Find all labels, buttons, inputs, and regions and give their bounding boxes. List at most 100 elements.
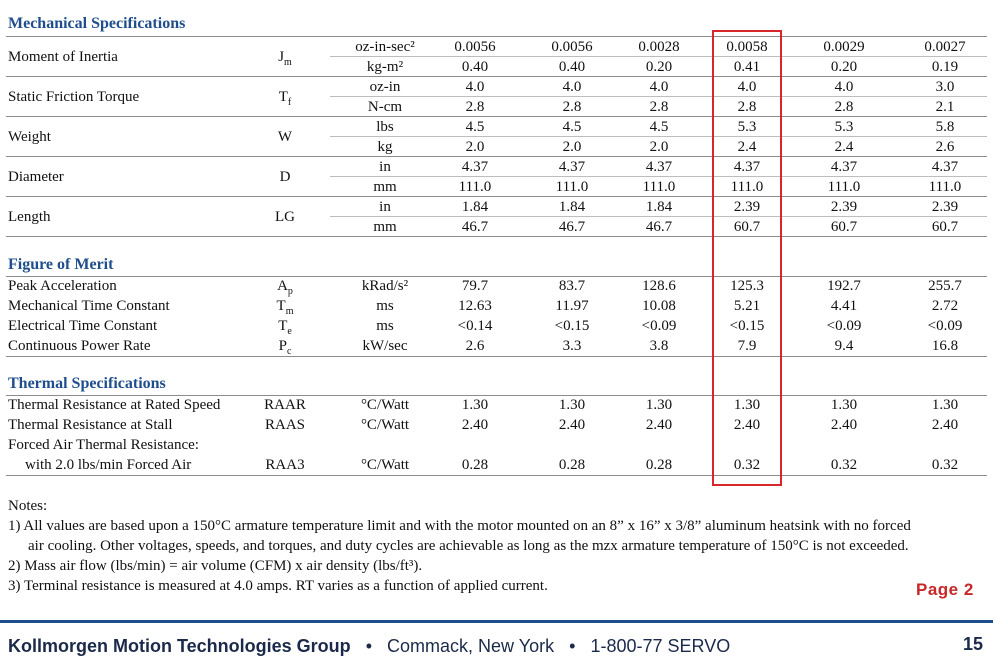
- symbol-letter: W: [277, 129, 293, 145]
- value-cell: 16.8: [931, 338, 959, 354]
- value-cell: 0.40: [461, 59, 489, 75]
- unit-label: oz-in-sec²: [355, 39, 415, 55]
- value-cell: 4.5: [562, 119, 582, 135]
- symbol-letter: T: [278, 318, 288, 334]
- symbol: RAAS: [264, 417, 305, 433]
- row-divider: [6, 156, 987, 157]
- spec-label: Thermal Resistance at Rated Speed: [8, 397, 221, 413]
- value-cell: 4.41: [830, 298, 858, 314]
- value-cell: 0.0058: [726, 39, 768, 55]
- symbol-letter: LG: [275, 209, 295, 225]
- unit-label: in: [379, 159, 391, 175]
- value-cell: 3.0: [935, 79, 955, 95]
- value-cell: 2.6: [935, 139, 955, 155]
- value-cell: 0.32: [830, 457, 858, 473]
- spec-label: with 2.0 lbs/min Forced Air: [25, 457, 192, 473]
- symbol: Pc: [250, 336, 320, 357]
- value-cell: 192.7: [827, 278, 861, 294]
- value-cell: 4.0: [649, 79, 669, 95]
- value-cell: 2.39: [733, 199, 761, 215]
- value-cell: 46.7: [461, 219, 489, 235]
- unit-label: ms: [376, 298, 394, 314]
- divider: [6, 236, 987, 237]
- mechanical-specs-title: Mechanical Specifications: [8, 15, 186, 32]
- sub-row-divider: [330, 96, 987, 97]
- symbol: W: [250, 127, 320, 147]
- value-cell: 2.8: [465, 99, 485, 115]
- unit-label: N-cm: [367, 99, 403, 115]
- value-cell: 4.0: [465, 79, 485, 95]
- value-cell: 2.8: [649, 99, 669, 115]
- value-cell: 10.08: [642, 298, 676, 314]
- value-cell: 0.0056: [551, 39, 593, 55]
- spec-label: Static Friction Torque: [8, 89, 140, 105]
- figure-of-merit-title: Figure of Merit: [8, 256, 114, 273]
- divider: [6, 356, 987, 357]
- value-cell: 5.3: [834, 119, 854, 135]
- value-cell: 4.5: [649, 119, 669, 135]
- unit-label: kW/sec: [362, 338, 408, 354]
- sub-row-divider: [330, 216, 987, 217]
- thermal-row: Thermal Resistance at Stall RAAS °C/Watt 2.…: [0, 415, 993, 435]
- symbol: D: [250, 167, 320, 187]
- value-cell: 111.0: [555, 179, 589, 195]
- value-cell: 111.0: [642, 179, 676, 195]
- value-cell: 5.8: [935, 119, 955, 135]
- sub-row-divider: [330, 56, 987, 57]
- value-cell: 2.40: [931, 417, 959, 433]
- unit-label: °C/Watt: [360, 457, 410, 473]
- value-cell: 0.20: [645, 59, 673, 75]
- value-cell: 128.6: [642, 278, 676, 294]
- value-cell: 46.7: [558, 219, 586, 235]
- value-cell: 4.5: [465, 119, 485, 135]
- value-cell: 4.0: [562, 79, 582, 95]
- unit-label: °C/Watt: [360, 417, 410, 433]
- value-cell: 0.19: [931, 59, 959, 75]
- value-cell: 1.30: [830, 397, 858, 413]
- symbol-subscript: c: [286, 346, 292, 357]
- value-cell: 4.37: [931, 159, 959, 175]
- spec-row: Static Friction Torque Tf oz-in 4.0 4.0 4.0 4.…: [0, 77, 993, 117]
- unit-label: kg-m²: [366, 59, 404, 75]
- sub-row-divider: [330, 136, 987, 137]
- note-line: 1) All values are based upon a 150°C arm…: [8, 518, 911, 534]
- spec-label: Weight: [8, 129, 51, 145]
- value-cell: 2.6: [465, 338, 485, 354]
- value-cell: 0.41: [733, 59, 761, 75]
- value-cell: 3.3: [562, 338, 582, 354]
- unit-label: °C/Watt: [360, 397, 410, 413]
- value-cell: 79.7: [461, 278, 489, 294]
- symbol-letter: J: [278, 49, 285, 65]
- value-cell: 0.28: [558, 457, 586, 473]
- symbol-letter: A: [277, 278, 288, 294]
- value-cell: 5.3: [737, 119, 757, 135]
- spec-row: Length LG in 1.84 1.84 1.84 2.39 2.39 2.39 mm 46.7…: [0, 197, 993, 237]
- value-cell: 60.7: [931, 219, 959, 235]
- value-cell: 5.21: [733, 298, 761, 314]
- value-cell: 2.4: [737, 139, 757, 155]
- value-cell: 1.30: [558, 397, 586, 413]
- footer-phone: 1-800-77 SERVO: [590, 636, 731, 656]
- spec-label: Mechanical Time Constant: [8, 298, 170, 314]
- spec-label: Continuous Power Rate: [8, 338, 151, 354]
- value-cell: 4.37: [645, 159, 673, 175]
- value-cell: 1.84: [645, 199, 673, 215]
- value-cell: 2.8: [834, 99, 854, 115]
- value-cell: <0.15: [554, 318, 590, 334]
- value-cell: 111.0: [730, 179, 764, 195]
- value-cell: 0.0028: [638, 39, 680, 55]
- footer-location: Commack, New York: [387, 636, 555, 656]
- spec-label: Diameter: [8, 169, 64, 185]
- thermal-specs-title: Thermal Specifications: [8, 375, 166, 392]
- symbol-subscript: m: [285, 306, 294, 317]
- note-line: air cooling. Other voltages, speeds, and…: [28, 538, 909, 554]
- merit-row: Electrical Time Constant Te ms <0.14 <0.15 <0…: [0, 316, 993, 337]
- symbol: Tm: [250, 296, 320, 317]
- value-cell: 2.0: [465, 139, 485, 155]
- value-cell: 4.37: [733, 159, 761, 175]
- value-cell: 1.30: [931, 397, 959, 413]
- symbol: RAAR: [264, 397, 306, 413]
- value-cell: 4.0: [834, 79, 854, 95]
- value-cell: 2.39: [830, 199, 858, 215]
